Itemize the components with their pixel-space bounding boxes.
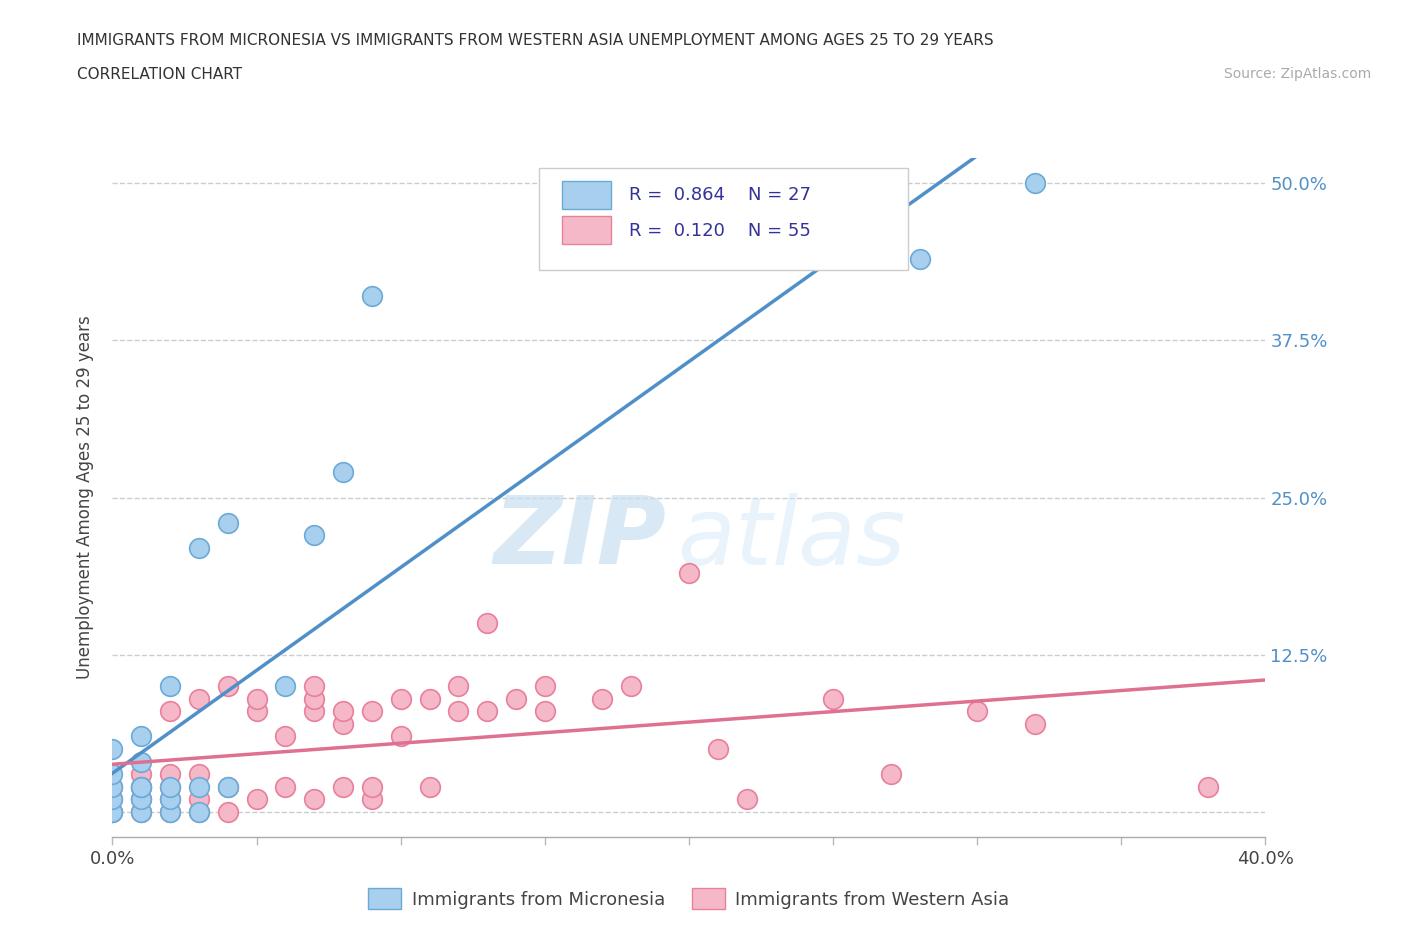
Point	[159, 779, 181, 794]
Point	[475, 704, 498, 719]
Point	[129, 766, 153, 781]
Point	[101, 766, 124, 781]
Text: Source: ZipAtlas.com: Source: ZipAtlas.com	[1223, 67, 1371, 81]
Point	[129, 754, 153, 769]
Point	[101, 791, 124, 806]
Point	[217, 804, 239, 819]
Point	[475, 616, 498, 631]
Point	[360, 289, 382, 304]
Point	[159, 791, 181, 806]
Point	[360, 704, 382, 719]
Point	[419, 779, 441, 794]
Point	[129, 804, 153, 819]
Point	[304, 704, 326, 719]
Point	[304, 528, 326, 543]
Point	[245, 704, 267, 719]
Point	[188, 804, 211, 819]
Point	[592, 691, 614, 706]
Point	[1024, 176, 1046, 191]
Point	[332, 465, 354, 480]
Point	[101, 779, 124, 794]
Point	[304, 679, 326, 694]
Point	[304, 791, 326, 806]
Point	[274, 679, 297, 694]
Text: R =  0.864    N = 27: R = 0.864 N = 27	[628, 186, 811, 205]
Point	[533, 679, 555, 694]
Point	[101, 779, 124, 794]
FancyBboxPatch shape	[538, 168, 908, 270]
Point	[188, 766, 211, 781]
Legend: Immigrants from Micronesia, Immigrants from Western Asia: Immigrants from Micronesia, Immigrants f…	[361, 881, 1017, 916]
Point	[304, 691, 326, 706]
Point	[188, 540, 211, 555]
Point	[188, 691, 211, 706]
Point	[101, 804, 124, 819]
Text: R =  0.120    N = 55: R = 0.120 N = 55	[628, 221, 811, 240]
Point	[360, 779, 382, 794]
Point	[447, 704, 470, 719]
Point	[217, 779, 239, 794]
Point	[129, 779, 153, 794]
Point	[159, 804, 181, 819]
Point	[389, 691, 412, 706]
Point	[159, 791, 181, 806]
Point	[101, 804, 124, 819]
Point	[129, 729, 153, 744]
Text: ZIP: ZIP	[494, 492, 666, 584]
Point	[188, 791, 211, 806]
Point	[217, 515, 239, 530]
Point	[332, 716, 354, 731]
Point	[360, 791, 382, 806]
Point	[217, 679, 239, 694]
Point	[533, 704, 555, 719]
Point	[159, 679, 181, 694]
Point	[620, 679, 643, 694]
Y-axis label: Unemployment Among Ages 25 to 29 years: Unemployment Among Ages 25 to 29 years	[76, 315, 94, 680]
Point	[505, 691, 527, 706]
Text: atlas: atlas	[678, 493, 905, 584]
Point	[188, 804, 211, 819]
Point	[274, 779, 297, 794]
Point	[419, 691, 441, 706]
Point	[245, 691, 267, 706]
Text: IMMIGRANTS FROM MICRONESIA VS IMMIGRANTS FROM WESTERN ASIA UNEMPLOYMENT AMONG AG: IMMIGRANTS FROM MICRONESIA VS IMMIGRANTS…	[77, 33, 994, 47]
FancyBboxPatch shape	[562, 216, 610, 245]
FancyBboxPatch shape	[562, 180, 610, 209]
Point	[735, 791, 758, 806]
Point	[1024, 716, 1046, 731]
Point	[101, 791, 124, 806]
Point	[245, 791, 267, 806]
Point	[188, 779, 211, 794]
Point	[966, 704, 988, 719]
Point	[129, 779, 153, 794]
Point	[880, 766, 903, 781]
Point	[1197, 779, 1219, 794]
Point	[821, 691, 844, 706]
Point	[447, 679, 470, 694]
Point	[908, 251, 931, 266]
Point	[129, 804, 153, 819]
Point	[129, 779, 153, 794]
Point	[389, 729, 412, 744]
Point	[678, 565, 700, 580]
Text: CORRELATION CHART: CORRELATION CHART	[77, 67, 242, 82]
Point	[159, 766, 181, 781]
Point	[159, 779, 181, 794]
Point	[217, 779, 239, 794]
Point	[332, 704, 354, 719]
Point	[274, 729, 297, 744]
Point	[706, 741, 728, 756]
Point	[101, 741, 124, 756]
Point	[101, 804, 124, 819]
Point	[129, 791, 153, 806]
Point	[159, 804, 181, 819]
Point	[159, 704, 181, 719]
Point	[332, 779, 354, 794]
Point	[129, 791, 153, 806]
